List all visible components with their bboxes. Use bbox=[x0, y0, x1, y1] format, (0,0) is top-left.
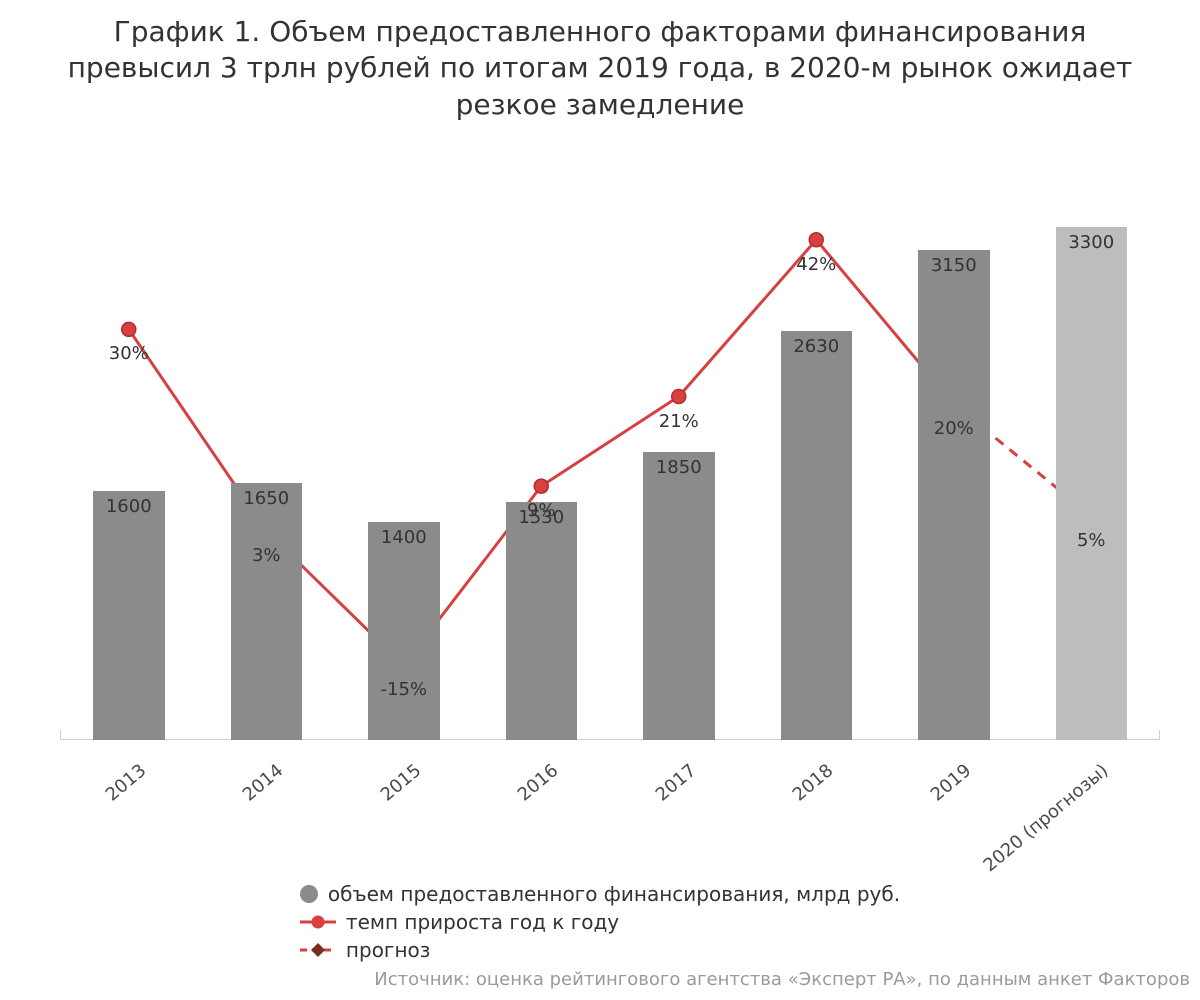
growth-label: 3% bbox=[252, 545, 281, 566]
bar bbox=[93, 491, 165, 740]
x-axis-label: 2018 bbox=[789, 760, 838, 806]
x-axis-label: 2019 bbox=[926, 760, 975, 806]
bar-value-label: 1850 bbox=[656, 457, 702, 478]
growth-label: 42% bbox=[796, 254, 836, 275]
chart-title: График 1. Объем предоставленного фактора… bbox=[0, 0, 1200, 123]
x-axis-label: 2015 bbox=[376, 760, 425, 806]
growth-marker bbox=[809, 233, 823, 247]
growth-label: 5% bbox=[1077, 530, 1106, 551]
plot-area: 1600165014001530185026303150330030%3%-15… bbox=[60, 180, 1160, 740]
x-axis-label: 2013 bbox=[101, 760, 150, 806]
growth-label: 30% bbox=[109, 343, 149, 364]
legend-item: темп прироста год к году bbox=[300, 910, 619, 934]
bar bbox=[643, 452, 715, 740]
x-axis-label: 2017 bbox=[651, 760, 700, 806]
bar-value-label: 1600 bbox=[106, 496, 152, 517]
bar-value-label: 3150 bbox=[931, 255, 977, 276]
growth-marker bbox=[534, 479, 548, 493]
chart-container: График 1. Объем предоставленного фактора… bbox=[0, 0, 1200, 1000]
bar-value-label: 1650 bbox=[243, 488, 289, 509]
bar-value-label: 2630 bbox=[793, 336, 839, 357]
legend: объем предоставленного финансирования, м… bbox=[0, 880, 1200, 964]
legend-item: объем предоставленного финансирования, м… bbox=[300, 882, 900, 906]
bar bbox=[781, 331, 853, 740]
growth-label: -15% bbox=[380, 679, 427, 700]
x-axis-label: 2020 (прогнозы) bbox=[980, 760, 1113, 876]
line-layer bbox=[60, 180, 1160, 740]
growth-label: 21% bbox=[659, 411, 699, 432]
growth-label: 9% bbox=[527, 500, 556, 521]
bar-value-label: 1400 bbox=[381, 527, 427, 548]
legend-label: темп прироста год к году bbox=[346, 910, 619, 934]
legend-label: прогноз bbox=[346, 938, 430, 962]
x-axis-label: 2016 bbox=[514, 760, 563, 806]
bar bbox=[368, 522, 440, 740]
x-axis-labels: 2013 2014 2015 2016 2017 2018 20192020 (прогно… bbox=[60, 740, 1160, 900]
growth-marker bbox=[122, 322, 136, 336]
growth-marker bbox=[672, 390, 686, 404]
bar-value-label: 3300 bbox=[1068, 232, 1114, 253]
legend-item: прогноз bbox=[300, 938, 430, 962]
growth-label: 20% bbox=[934, 418, 974, 439]
bar bbox=[231, 483, 303, 740]
x-axis-label: 2014 bbox=[239, 760, 288, 806]
bar bbox=[506, 502, 578, 740]
bar bbox=[1056, 227, 1128, 740]
legend-label: объем предоставленного финансирования, м… bbox=[328, 882, 900, 906]
bar bbox=[918, 250, 990, 740]
source-attribution: Источник: оценка рейтингового агентства … bbox=[0, 969, 1200, 990]
